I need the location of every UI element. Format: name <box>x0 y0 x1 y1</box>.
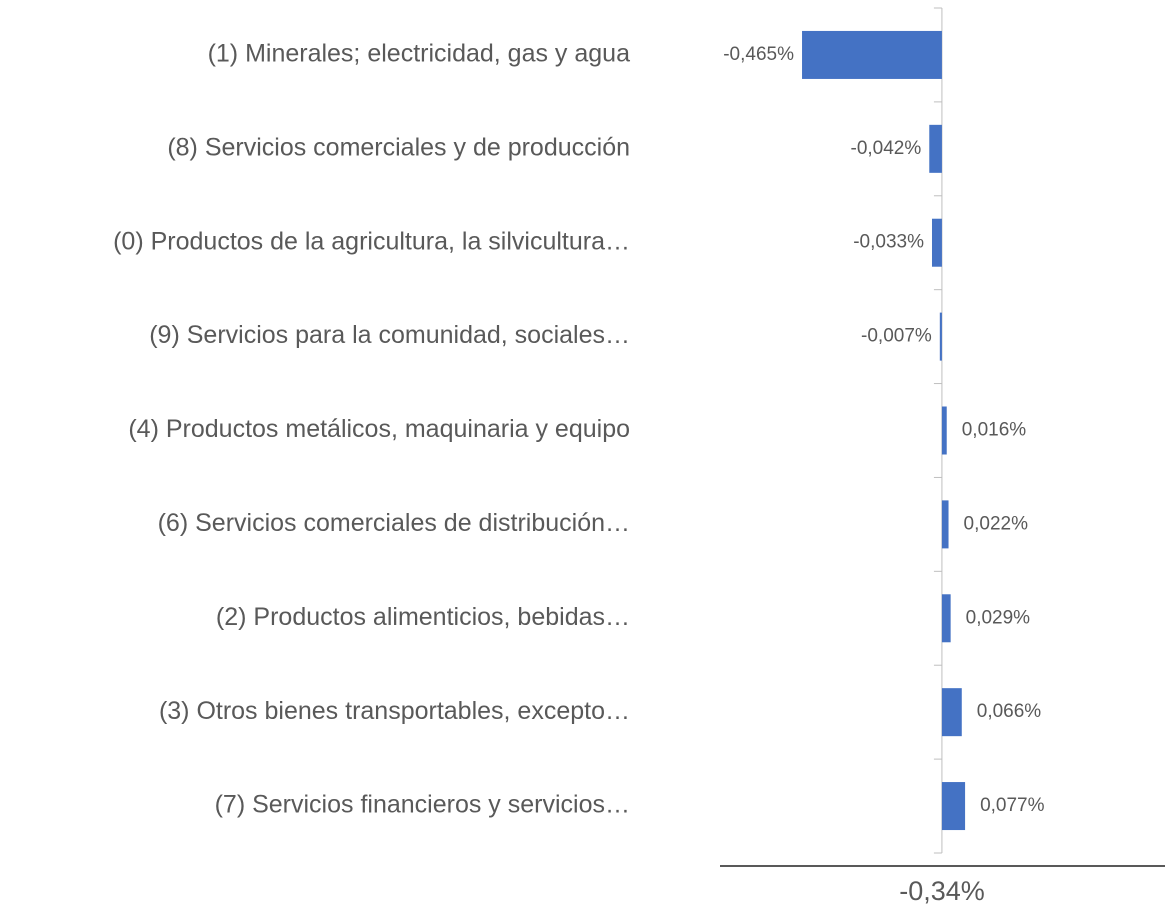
bar <box>941 500 949 549</box>
value-label: 0,077% <box>980 795 1045 816</box>
category-label: (0) Productos de la agricultura, la silv… <box>113 227 630 255</box>
bar <box>941 782 966 831</box>
bar <box>802 30 942 79</box>
value-label: 0,016% <box>962 420 1027 441</box>
value-label: 0,022% <box>964 513 1029 534</box>
bar <box>939 312 942 361</box>
category-label: (4) Productos metálicos, maquinaria y eq… <box>128 415 630 443</box>
bar <box>931 218 942 267</box>
category-label: (1) Minerales; electricidad, gas y agua <box>208 40 631 68</box>
bar <box>929 124 942 173</box>
category-label: (3) Otros bienes transportables, excepto… <box>159 697 630 725</box>
value-label: -0,007% <box>861 326 932 347</box>
bar <box>941 688 962 737</box>
total-annotation: -0,34% <box>899 876 985 906</box>
value-label: 0,066% <box>977 701 1042 722</box>
value-label: -0,042% <box>851 138 922 159</box>
category-label: (9) Servicios para la comunidad, sociale… <box>149 321 630 349</box>
bar <box>941 406 947 455</box>
value-label: -0,465% <box>723 44 794 65</box>
value-label: -0,033% <box>853 232 924 253</box>
bar <box>941 594 951 643</box>
category-label: (2) Productos alimenticios, bebidas… <box>216 603 630 631</box>
category-label: (6) Servicios comerciales de distribució… <box>158 509 630 537</box>
value-label: 0,029% <box>966 607 1031 628</box>
category-label: (8) Servicios comerciales y de producció… <box>167 133 630 161</box>
category-label: (7) Servicios financieros y servicios… <box>215 791 630 819</box>
